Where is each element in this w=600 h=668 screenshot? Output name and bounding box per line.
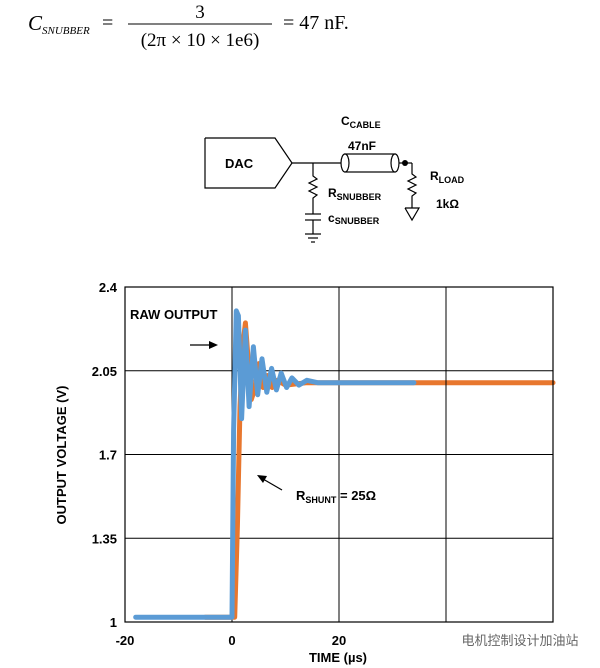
r: R: [430, 169, 439, 183]
cable-end: [340, 153, 350, 173]
x-tick-label: 0: [228, 633, 235, 648]
x-tick-label: -20: [116, 633, 135, 648]
r: R: [328, 186, 337, 200]
annotation: RSHUNT = 25Ω: [296, 488, 376, 505]
rest: = 25Ω: [336, 488, 376, 503]
equals: =: [102, 12, 113, 34]
annotation: RAW OUTPUT: [130, 307, 217, 322]
y-tick-label: 2.05: [92, 364, 117, 379]
arrow: [262, 478, 283, 491]
plot: 1 1.35 1.7 2.05 2.4 -20 0 20: [92, 280, 556, 648]
y-tick-label: 1: [110, 615, 117, 630]
r-load-value: 1kΩ: [436, 197, 459, 211]
ground: [404, 207, 421, 222]
c: C: [341, 114, 350, 128]
dac-label: DAC: [225, 156, 254, 171]
cable-end: [390, 153, 400, 173]
node: [402, 160, 408, 166]
sub: CABLE: [350, 120, 381, 130]
r: R: [296, 488, 306, 503]
circuit: [204, 137, 421, 243]
x-tick-label: 20: [332, 633, 346, 648]
r-snubber: [307, 163, 319, 214]
cable-value: 47nF: [348, 139, 376, 153]
cable: [344, 153, 396, 173]
arrowhead: [257, 475, 267, 483]
sub: SHUNT: [305, 495, 337, 505]
numerator: 3: [195, 2, 205, 23]
lhs-sub: SNUBBER: [42, 25, 90, 37]
dac-block: [204, 137, 293, 189]
series-line: [133, 308, 417, 620]
y-tick-label: 1.7: [99, 448, 117, 463]
sub: SNUBBER: [337, 192, 382, 202]
c-snubber-label: cSNUBBER: [328, 211, 380, 226]
x-axis-title: TIME (µs): [309, 650, 367, 665]
formula-rhs: = 47 nF.: [283, 12, 349, 34]
y-tick-label: 1.35: [92, 531, 117, 546]
sub: LOAD: [439, 175, 465, 185]
y-tick-label: 2.4: [99, 280, 118, 295]
y-axis-title: OUTPUT VOLTAGE (V): [54, 386, 69, 525]
cable-label: CCABLE: [341, 114, 381, 130]
sub: SNUBBER: [335, 216, 380, 226]
watermark: 电机控制设计加油站: [461, 633, 578, 648]
arrowhead: [209, 341, 218, 349]
r-snubber-label: RSNUBBER: [328, 186, 382, 202]
lhs: C: [28, 11, 43, 35]
formula-lhs: CSNUBBER: [28, 11, 90, 37]
c: c: [328, 211, 335, 225]
plot-frame: [124, 286, 554, 623]
denominator: (2π × 10 × 1e6): [141, 30, 260, 51]
r-load: [406, 163, 418, 208]
r-load-label: RLOAD: [430, 169, 465, 185]
